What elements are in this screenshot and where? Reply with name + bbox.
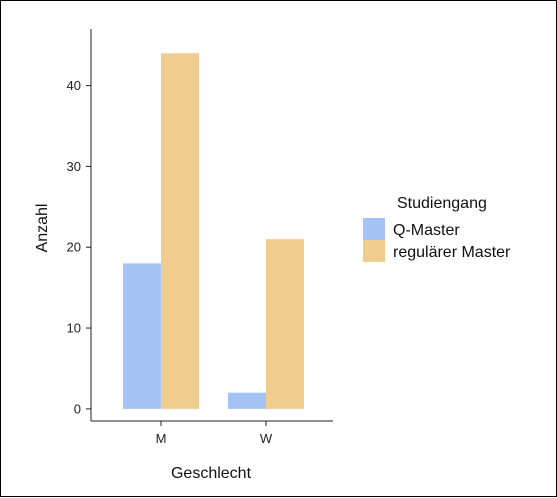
x-axis-title: Geschlecht bbox=[171, 465, 252, 482]
legend-key-q-master bbox=[363, 218, 385, 240]
legend-key-regulaerer-master bbox=[363, 240, 385, 262]
bars-layer bbox=[123, 53, 304, 409]
bar-q-master-w bbox=[228, 392, 266, 409]
y-axis-title: Anzahl bbox=[34, 204, 51, 253]
bar-regulaerer-master-m bbox=[161, 53, 199, 409]
y-tick-label: 40 bbox=[67, 78, 81, 93]
legend-label-q-master: Q-Master bbox=[393, 222, 460, 239]
y-tick-label: 0 bbox=[74, 401, 81, 416]
y-ticks: 0 10 20 30 40 bbox=[67, 78, 91, 416]
y-tick-label: 30 bbox=[67, 159, 81, 174]
y-tick-label: 20 bbox=[67, 240, 81, 255]
legend: Studiengang Q-Master regulärer Master bbox=[363, 195, 511, 262]
y-tick-label: 10 bbox=[67, 321, 81, 336]
legend-label-regulaerer-master: regulärer Master bbox=[393, 244, 511, 261]
x-tick-label: M bbox=[156, 431, 167, 446]
legend-title: Studiengang bbox=[397, 195, 487, 212]
bar-q-master-m bbox=[123, 263, 161, 409]
x-tick-label: W bbox=[260, 431, 273, 446]
bar-regulaerer-master-w bbox=[266, 239, 304, 409]
